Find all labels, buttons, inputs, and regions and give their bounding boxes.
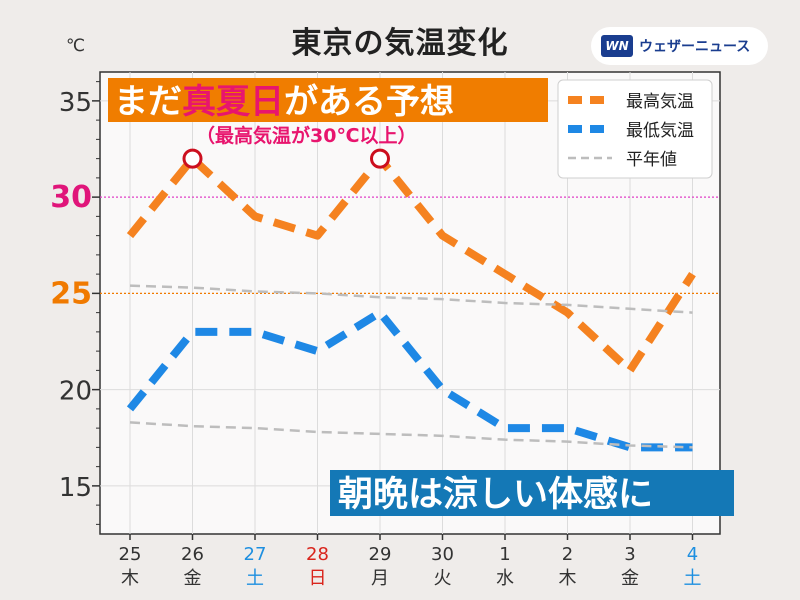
x-tick-label: 30 — [431, 544, 454, 565]
chart-title: 東京の気温変化 — [291, 26, 509, 61]
series-line-1 — [126, 308, 693, 452]
x-weekday-label: 金 — [621, 568, 639, 589]
legend-box — [557, 79, 713, 179]
x-tick-label: 3 — [624, 544, 635, 565]
headline-part-1: 真夏日 — [182, 82, 284, 122]
x-weekday-label: 土 — [684, 568, 702, 589]
y-tick-label: 25 — [50, 276, 92, 311]
legend-label-1: 最低気温 — [626, 121, 694, 141]
brand-badge: WN ウェザーニュース — [591, 27, 768, 65]
x-tick-label: 26 — [181, 544, 204, 565]
x-tick-label: 27 — [244, 544, 267, 565]
peak-marker — [370, 148, 390, 169]
series-line-3 — [129, 421, 693, 449]
x-weekday-label: 木 — [559, 568, 577, 589]
x-weekday-label: 月 — [371, 568, 389, 589]
brand-logo-icon: WN — [601, 35, 633, 57]
sub-annotation: （最高気温が30℃以上） — [196, 124, 416, 147]
legend-label-2: 平年値 — [626, 150, 677, 170]
x-weekday-label: 日 — [309, 568, 327, 589]
series-line-0 — [126, 154, 696, 375]
x-tick-label: 25 — [119, 544, 142, 565]
headline-part-2: がある予想 — [284, 82, 454, 122]
brand-name: ウェザーニュース — [639, 39, 751, 55]
x-tick-label: 28 — [306, 544, 329, 565]
x-weekday-label: 水 — [496, 568, 514, 589]
x-tick-label: 1 — [499, 544, 510, 565]
x-weekday-label: 木 — [121, 568, 139, 589]
x-weekday-label: 火 — [434, 568, 452, 589]
y-tick-label: 20 — [59, 377, 92, 407]
bottom-annotation-background — [330, 470, 734, 516]
x-tick-label: 4 — [687, 544, 698, 565]
x-tick-label: 2 — [562, 544, 573, 565]
x-tick-label: 29 — [369, 544, 392, 565]
y-tick-label: 35 — [59, 88, 92, 118]
x-weekday-label: 土 — [246, 568, 264, 589]
headline-part-0: まだ — [114, 82, 182, 122]
series-line-2 — [129, 284, 693, 314]
y-tick-label: 30 — [50, 180, 92, 215]
legend-label-0: 最高気温 — [626, 92, 694, 112]
peak-marker — [182, 148, 203, 169]
bottom-annotation: 朝晩は涼しい体感に — [338, 475, 653, 515]
y-tick-label: 15 — [59, 473, 92, 503]
headline-background — [108, 78, 548, 122]
x-weekday-label: 金 — [184, 568, 202, 589]
headline-annotation: まだ真夏日がある予想 — [114, 82, 454, 122]
y-unit-label: ℃ — [66, 36, 86, 56]
